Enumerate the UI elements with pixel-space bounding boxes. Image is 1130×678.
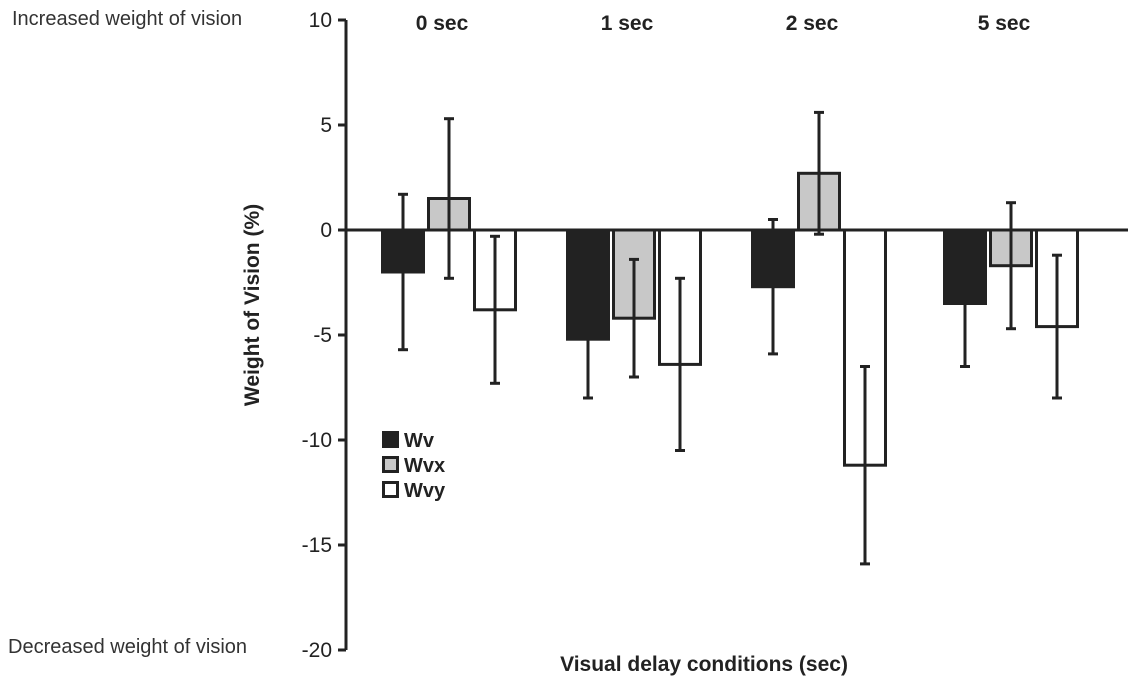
category-label: 2 sec (786, 12, 839, 35)
bars-layer (381, 171, 1079, 467)
error-bars-layer (398, 110, 1062, 566)
legend-swatch-wvy (382, 481, 399, 498)
legend-swatch-wv (382, 431, 399, 448)
y-tick-label: -15 (302, 534, 332, 557)
category-label: 1 sec (601, 12, 654, 35)
legend: Wv Wvx Wvy (382, 430, 446, 502)
axes-layer (338, 18, 1128, 652)
y-tick-label: 5 (320, 114, 332, 137)
labels-layer: 10 5 0 -5 -10 -15 -20 0 sec 1 sec 2 sec 5 sec Visua… (241, 9, 1031, 676)
legend-label-wvx: Wvx (404, 455, 445, 477)
y-axis-label: Weight of Vision (%) (241, 204, 264, 406)
y-tick-label: -20 (302, 639, 332, 662)
legend-label-wv: Wv (404, 430, 435, 452)
legend-swatch-wvx (382, 456, 399, 473)
decreased-weight-annotation: Decreased weight of vision (8, 636, 248, 658)
category-label: 5 sec (978, 12, 1031, 35)
y-tick-label: -10 (302, 429, 332, 452)
increased-weight-annotation: Increased weight of vision (12, 8, 243, 30)
y-tick-label: 10 (309, 9, 332, 32)
y-tick-label: 0 (320, 219, 332, 242)
y-tick-label: -5 (313, 324, 332, 347)
category-label: 0 sec (416, 12, 469, 35)
x-axis-label: Visual delay conditions (sec) (560, 653, 848, 676)
legend-label-wvy: Wvy (404, 480, 446, 502)
